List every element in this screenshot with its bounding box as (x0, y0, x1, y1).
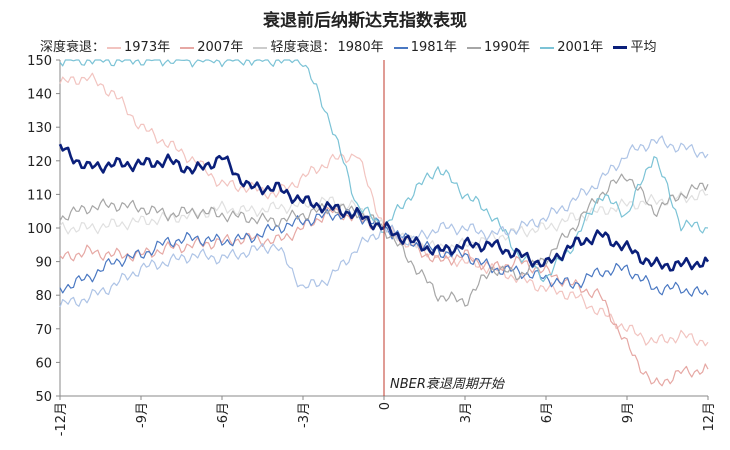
legend-item-1990: 1990年 (466, 36, 531, 55)
y-tick-label: 70 (35, 323, 52, 338)
legend-label-2001: 2001年 (557, 40, 604, 55)
x-tick-label: 9月 (621, 402, 636, 423)
x-tick-label: -9月 (135, 402, 150, 428)
x-tick-label: 12月 (702, 402, 717, 432)
legend: 深度衰退： 1973年 2007年 轻度衰退： 1980年 1981年 1990年 … (40, 36, 730, 55)
y-tick-label: 140 (27, 88, 52, 103)
legend-label-2007: 2007年 (197, 40, 244, 55)
x-tick-label: 0 (378, 402, 393, 410)
recession-annotation: NBER衰退周期开始 (390, 377, 505, 392)
legend-swatch-1981 (393, 46, 408, 49)
legend-swatch-2001 (540, 46, 555, 49)
x-tick-label: -12月 (54, 402, 69, 436)
y-tick-label: 130 (27, 121, 52, 136)
y-tick-label: 120 (27, 155, 52, 170)
chart-title: 衰退前后纳斯达克指数表现 (263, 11, 467, 31)
legend-label-1981: 1981年 (410, 40, 457, 55)
legend-swatch-light-group (253, 46, 268, 49)
legend-label-average: 平均 (630, 40, 657, 55)
x-tick-label: -6月 (216, 402, 231, 428)
legend-item-average: 平均 (613, 36, 656, 55)
y-tick-label: 60 (35, 356, 52, 371)
legend-item-2007: 2007年 (180, 36, 243, 55)
legend-item-1980: 轻度衰退： 1980年 (253, 36, 384, 55)
legend-item-2001: 2001年 (540, 36, 603, 55)
legend-swatch-1973 (107, 46, 122, 49)
legend-label-1990: 1990年 (483, 40, 531, 55)
x-tick-label: 3月 (459, 402, 474, 423)
y-tick-label: 150 (27, 54, 52, 69)
x-tick-label: 6月 (540, 402, 555, 423)
y-tick-label: 90 (35, 256, 52, 271)
legend-swatch-2007 (180, 46, 195, 49)
legend-item-1973: 深度衰退： 1973年 (40, 36, 170, 55)
legend-item-1981: 1981年 (393, 36, 457, 55)
legend-group-deep-label: 深度衰退： (40, 40, 106, 55)
y-tick-label: 110 (27, 188, 52, 203)
x-tick-label: -3月 (297, 402, 312, 428)
y-tick-label: 100 (27, 222, 52, 237)
y-tick-label: 80 (35, 289, 52, 304)
legend-swatch-average (613, 46, 628, 49)
legend-swatch-1990 (466, 46, 481, 49)
legend-label-1980: 1980年 (337, 40, 384, 55)
legend-group-light-label: 轻度衰退： (270, 40, 336, 55)
y-tick-label: 50 (35, 390, 52, 405)
legend-label-1973: 1973年 (124, 40, 171, 55)
